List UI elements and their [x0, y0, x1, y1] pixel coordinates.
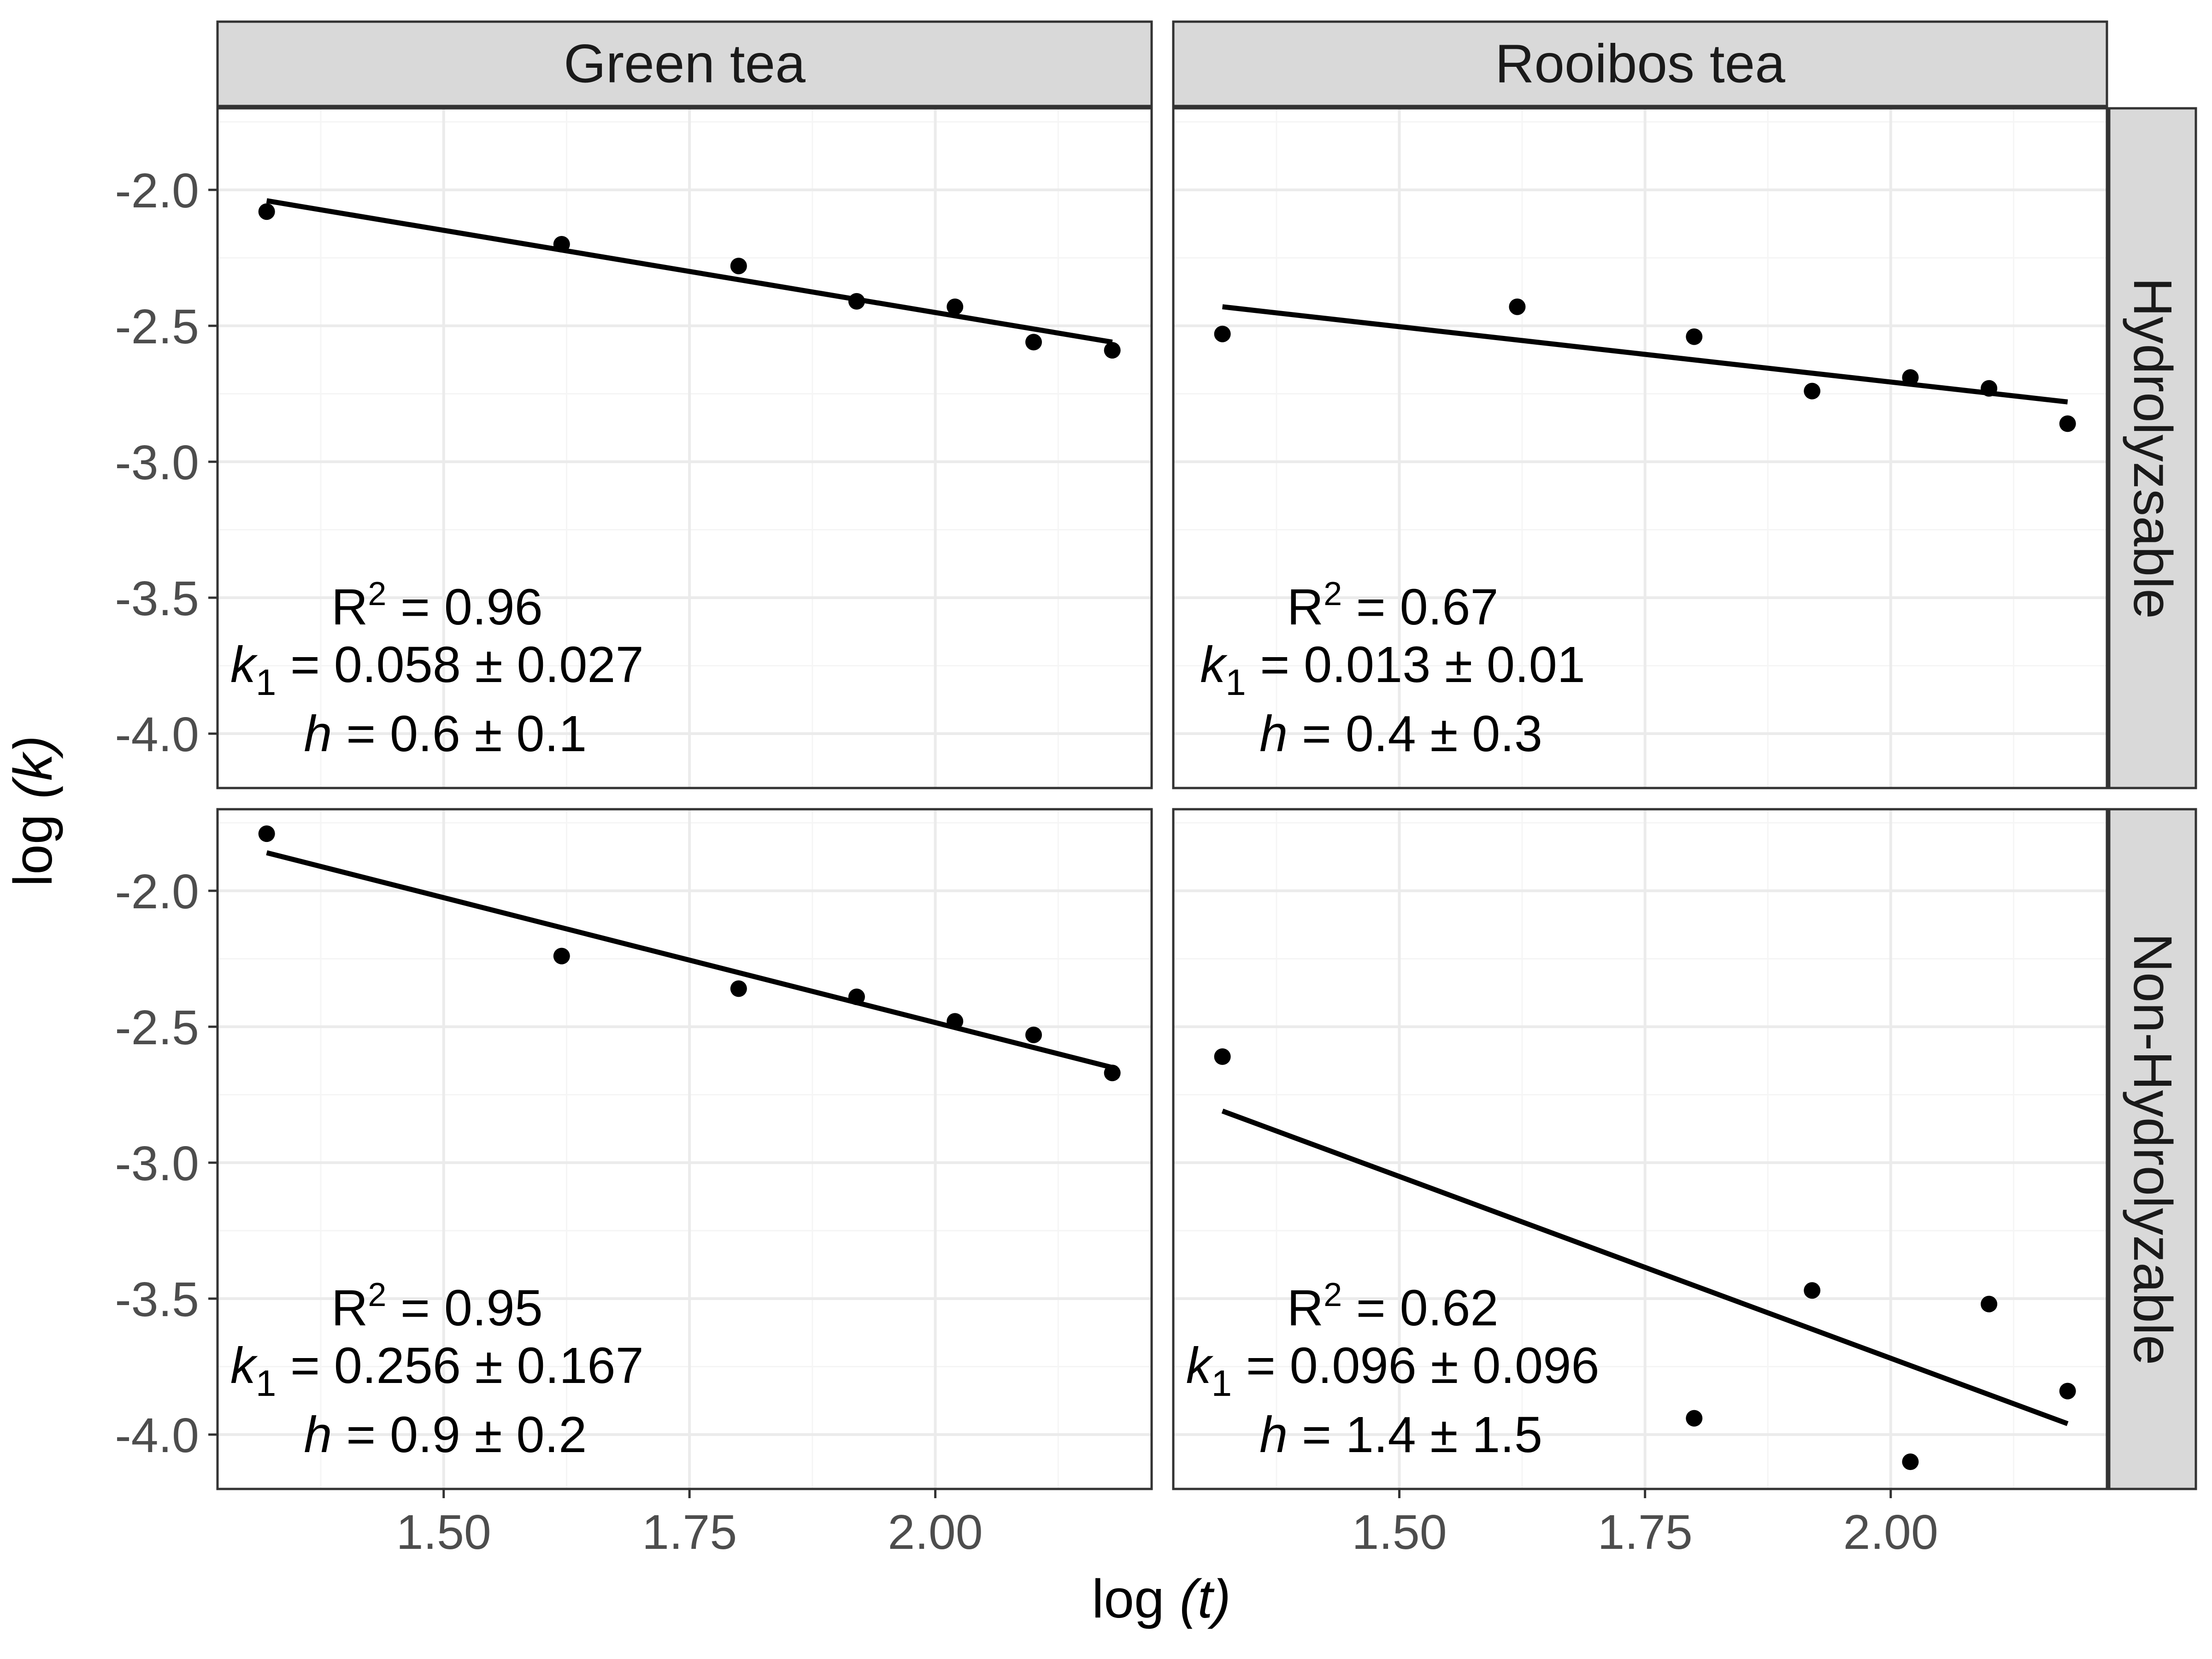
k1-label: k1 = 0.096 ± 0.096 [1186, 1337, 1600, 1404]
y-tick-label: -4.0 [115, 1408, 199, 1463]
data-point [1686, 1410, 1703, 1427]
data-point [1804, 1282, 1821, 1299]
y-tick-label: -2.5 [115, 1000, 199, 1055]
y-tick-label: -3.5 [115, 1272, 199, 1327]
x-axis-title-prefix: log [1092, 1569, 1179, 1630]
data-point [1104, 1065, 1121, 1082]
data-point [1902, 1453, 1919, 1470]
data-point [1025, 1026, 1042, 1043]
fit-line [266, 198, 1113, 345]
y-axis-title-variable: (k) [3, 735, 64, 799]
fit-line [1222, 304, 2068, 405]
column-strip-label: Rooibos tea [1495, 34, 1785, 94]
panel-border [1172, 107, 2108, 789]
fit-line [266, 850, 1113, 1070]
h-label: h = 0.4 ± 0.3 [1259, 706, 1542, 762]
y-axis-title: log (k) [3, 735, 64, 887]
x-tick-label: 1.75 [642, 1505, 737, 1559]
panel-background [218, 809, 1152, 1489]
data-point [1686, 328, 1703, 345]
data-point [1509, 298, 1526, 315]
data-point [1804, 382, 1821, 400]
x-tick-label: 2.00 [888, 1505, 982, 1559]
panel-border [216, 107, 1153, 789]
data-point [2059, 415, 2076, 432]
data-point [1025, 334, 1042, 351]
data-point [730, 258, 747, 275]
r-squared-label: R2 = 0.95 [331, 1277, 543, 1336]
x-tick-label: 1.50 [1352, 1505, 1447, 1559]
h-label: h = 0.6 ± 0.1 [304, 706, 587, 762]
data-point [1214, 1048, 1231, 1065]
row-strip [2108, 107, 2197, 789]
panel-border [1172, 808, 2108, 1490]
row-strip-label: Hydrolyzsable [2122, 277, 2183, 619]
r-squared-label: R2 = 0.62 [1287, 1277, 1499, 1336]
k1-label: k1 = 0.013 ± 0.01 [1200, 636, 1585, 703]
x-axis-title-variable: (t) [1179, 1569, 1230, 1630]
x-tick-label: 1.50 [396, 1505, 491, 1559]
data-point [1104, 342, 1121, 359]
panel-background [218, 108, 1152, 788]
y-tick-label: -2.0 [115, 164, 199, 218]
y-tick-label: -3.5 [115, 571, 199, 626]
y-tick-label: -4.0 [115, 707, 199, 762]
y-tick-label: -2.5 [115, 300, 199, 354]
data-point [2059, 1382, 2076, 1400]
k1-label: k1 = 0.058 ± 0.027 [230, 636, 644, 703]
x-tick-label: 2.00 [1843, 1505, 1938, 1559]
r-squared-label: R2 = 0.67 [1287, 576, 1499, 635]
y-tick-label: -3.0 [115, 435, 199, 490]
panel-background [1173, 108, 2107, 788]
y-tick-label: -3.0 [115, 1136, 199, 1191]
data-point [258, 203, 275, 220]
data-point [1981, 380, 1998, 397]
data-point [947, 298, 964, 315]
column-strip [216, 20, 1153, 107]
x-axis-title: log (t) [1092, 1569, 1231, 1630]
data-point [258, 825, 275, 842]
h-label: h = 1.4 ± 1.5 [1259, 1406, 1542, 1463]
column-strip [1172, 20, 2108, 107]
data-point [1981, 1295, 1998, 1312]
k1-label: k1 = 0.256 ± 0.167 [230, 1337, 644, 1404]
row-strip [2108, 808, 2197, 1490]
h-label: h = 0.9 ± 0.2 [304, 1406, 587, 1463]
data-point [730, 980, 747, 997]
data-point [1214, 325, 1231, 342]
panel-border [216, 808, 1153, 1490]
row-strip-label: Non-Hydrolyzable [2122, 933, 2183, 1365]
data-point [553, 947, 570, 965]
data-point [947, 1013, 964, 1030]
r-squared-label: R2 = 0.96 [331, 576, 543, 635]
x-tick-label: 1.75 [1598, 1505, 1693, 1559]
data-point [553, 236, 570, 253]
data-point [848, 988, 865, 1006]
data-point [848, 293, 865, 310]
fit-line [1221, 1108, 2069, 1426]
data-point [1902, 369, 1919, 386]
y-tick-label: -2.0 [115, 865, 199, 919]
y-axis-title-prefix: log [3, 799, 64, 887]
column-strip-label: Green tea [564, 34, 806, 94]
